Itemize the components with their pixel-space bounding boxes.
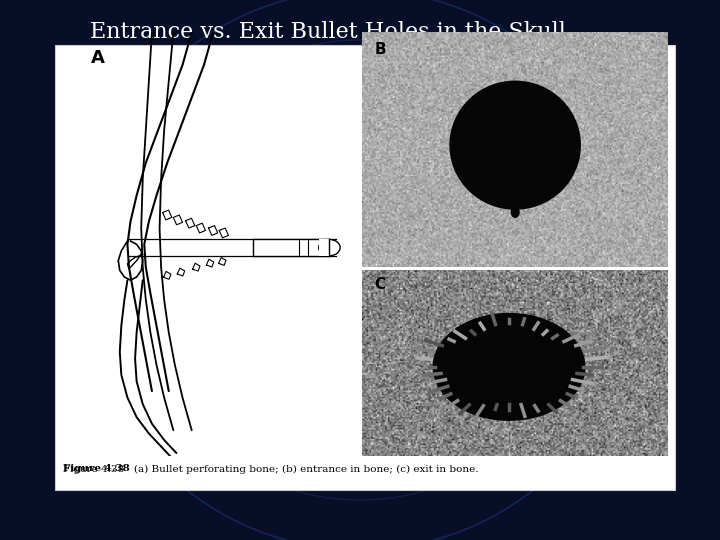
Bar [319,239,330,256]
Ellipse shape [433,313,585,421]
Text: Figure 4.38   (a) Bullet perforating bone; (b) entrance in bone; (c) exit in bon: Figure 4.38 (a) Bullet perforating bone;… [63,464,479,474]
Text: Entrance vs. Exit Bullet Holes in the Skull: Entrance vs. Exit Bullet Holes in the Sk… [90,21,566,43]
Ellipse shape [449,80,581,210]
Text: C: C [374,278,385,293]
Text: A: A [91,49,104,67]
Bar [253,239,329,256]
Ellipse shape [319,239,340,256]
Text: Figure 4.38: Figure 4.38 [63,464,130,474]
Text: B: B [374,42,386,57]
Bar [55,45,675,490]
Ellipse shape [510,206,520,218]
